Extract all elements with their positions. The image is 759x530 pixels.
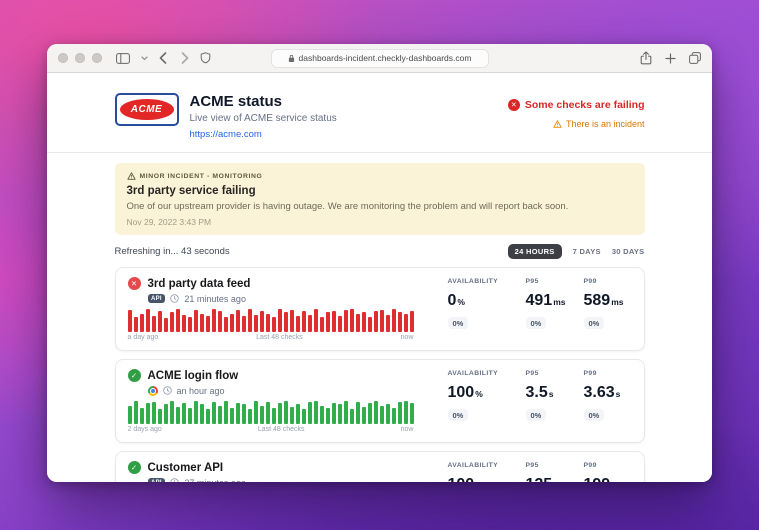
clock-icon: [170, 478, 180, 482]
page-header: ACME ACME status Live view of ACME servi…: [114, 73, 645, 142]
incident-banner-label-row: MINOR INCIDENT - MONITORING: [126, 172, 633, 180]
check-metrics: AVAILABILITY 100% 0% P95 3.5s 0% P99 3.6…: [434, 369, 632, 433]
sidebar-toggle-icon[interactable]: [116, 52, 130, 64]
check-card-3rd-party-data-feed: ✕ 3rd party data feed API 21 minutes ago…: [114, 267, 645, 351]
p99-delta: 0%: [583, 409, 605, 421]
status-summary: ✕ Some checks are failing There is an in…: [507, 93, 645, 129]
tab-7-days[interactable]: 7 DAYS: [572, 247, 601, 256]
chart-start-label: 2 days ago: [127, 426, 162, 433]
failing-status: ✕ Some checks are failing: [507, 99, 645, 111]
close-window-button[interactable]: [58, 53, 68, 63]
refresh-countdown: Refreshing in... 43 seconds: [114, 246, 230, 257]
check-history-chart: [127, 309, 414, 332]
lock-icon: [288, 54, 295, 63]
tab-overview-icon[interactable]: [689, 52, 701, 64]
chart-end-label: now: [400, 426, 414, 433]
last-run-time: 21 minutes ago: [184, 293, 246, 304]
incident-banner-label: MINOR INCIDENT - MONITORING: [139, 172, 263, 180]
last-run-time: 27 minutes ago: [184, 478, 246, 483]
new-tab-icon[interactable]: [665, 52, 676, 64]
availability-metric: AVAILABILITY 100% 0%: [447, 370, 499, 421]
minimize-window-button[interactable]: [75, 53, 85, 63]
incident-banner: MINOR INCIDENT - MONITORING 3rd party se…: [114, 163, 645, 235]
incident-status-label: There is an incident: [565, 119, 645, 129]
last-run-time: an hour ago: [176, 385, 225, 396]
p95-metric: P95 3.5s 0%: [525, 370, 554, 421]
chrome-browser-icon: [147, 385, 158, 396]
availability-delta: 0%: [447, 409, 469, 421]
availability-metric: AVAILABILITY 100%: [447, 462, 499, 482]
check-passing-icon: ✓: [127, 461, 141, 474]
header-titles: ACME status Live view of ACME service st…: [190, 93, 337, 142]
url-text: dashboards-incident.checkly-dashboards.c…: [298, 53, 472, 63]
refresh-row: Refreshing in... 43 seconds 24 HOURS 7 D…: [115, 244, 645, 259]
p95-metric: P95 125: [525, 462, 553, 482]
check-metrics: AVAILABILITY 100% P95 125 P99 199: [434, 461, 632, 482]
back-icon[interactable]: [159, 52, 167, 64]
incident-status: There is an incident: [508, 119, 645, 129]
chart-labels: 2 days ago Last 48 checks now: [128, 426, 414, 433]
clock-icon: [162, 386, 172, 395]
check-name: Customer API: [147, 461, 224, 474]
check-name: 3rd party data feed: [147, 277, 251, 290]
browser-window: dashboards-incident.checkly-dashboards.c…: [47, 44, 712, 482]
p99-metric: P99 3.63s 0%: [583, 370, 621, 421]
api-badge: API: [147, 294, 166, 303]
forward-icon[interactable]: [181, 52, 189, 64]
page-title: ACME status: [189, 93, 283, 110]
check-card-customer-api: ✓ Customer API API 27 minutes ago: [114, 451, 645, 483]
p95-metric: P95 491ms 0%: [525, 278, 566, 329]
chart-labels: a day ago Last 48 checks now: [128, 334, 414, 341]
check-passing-icon: ✓: [127, 369, 141, 382]
chart-start-label: a day ago: [127, 334, 159, 341]
status-page: ACME ACME status Live view of ACME servi…: [47, 73, 712, 482]
incident-title: 3rd party service failing: [126, 185, 256, 197]
tab-30-days[interactable]: 30 DAYS: [611, 247, 645, 256]
p95-delta: 0%: [525, 317, 547, 329]
privacy-shield-icon[interactable]: [200, 52, 211, 64]
warning-icon: [126, 172, 136, 180]
availability-metric: AVAILABILITY 0% 0%: [447, 278, 499, 329]
header-divider: [47, 152, 712, 153]
error-icon: ✕: [507, 99, 520, 111]
check-failing-icon: ✕: [127, 277, 141, 290]
p95-delta: 0%: [525, 409, 547, 421]
chart-mid-label: Last 48 checks: [256, 334, 303, 341]
warning-icon: [553, 120, 562, 128]
browser-toolbar: dashboards-incident.checkly-dashboards.c…: [47, 44, 712, 73]
window-controls: [58, 53, 102, 63]
acme-logo: ACME: [114, 93, 179, 126]
check-info: ✓ ACME login flow an hour ago 2 days ago…: [127, 369, 434, 433]
time-range-tabs: 24 HOURS 7 DAYS 30 DAYS: [507, 244, 645, 259]
toolbar-right-actions: [640, 51, 701, 65]
site-link[interactable]: https://acme.com: [189, 129, 262, 140]
check-info: ✓ Customer API API 27 minutes ago: [127, 461, 434, 483]
check-card-acme-login-flow: ✓ ACME login flow an hour ago 2 days ago…: [114, 359, 645, 443]
acme-logo-text: ACME: [119, 99, 174, 120]
p99-metric: P99 589ms 0%: [583, 278, 624, 329]
check-info: ✕ 3rd party data feed API 21 minutes ago…: [127, 277, 434, 341]
chevron-down-icon[interactable]: [141, 55, 148, 61]
check-name: ACME login flow: [147, 369, 239, 382]
share-icon[interactable]: [640, 51, 652, 65]
incident-timestamp: Nov 29, 2022 3:43 PM: [126, 217, 212, 227]
check-metrics: AVAILABILITY 0% 0% P95 491ms 0% P99 589m…: [434, 277, 632, 341]
page-subtitle: Live view of ACME service status: [189, 113, 337, 124]
p99-delta: 0%: [583, 317, 605, 329]
api-badge: API: [147, 478, 166, 482]
clock-icon: [170, 294, 180, 303]
availability-delta: 0%: [447, 317, 469, 329]
chart-mid-label: Last 48 checks: [257, 426, 305, 433]
chart-end-label: now: [400, 334, 414, 341]
zoom-window-button[interactable]: [92, 53, 102, 63]
p99-metric: P99 199: [583, 462, 611, 482]
tab-24-hours[interactable]: 24 HOURS: [507, 244, 562, 259]
check-history-chart: [127, 401, 414, 424]
failing-status-label: Some checks are failing: [524, 99, 645, 111]
incident-description: One of our upstream provider is having o…: [126, 201, 569, 212]
address-bar[interactable]: dashboards-incident.checkly-dashboards.c…: [270, 48, 489, 68]
